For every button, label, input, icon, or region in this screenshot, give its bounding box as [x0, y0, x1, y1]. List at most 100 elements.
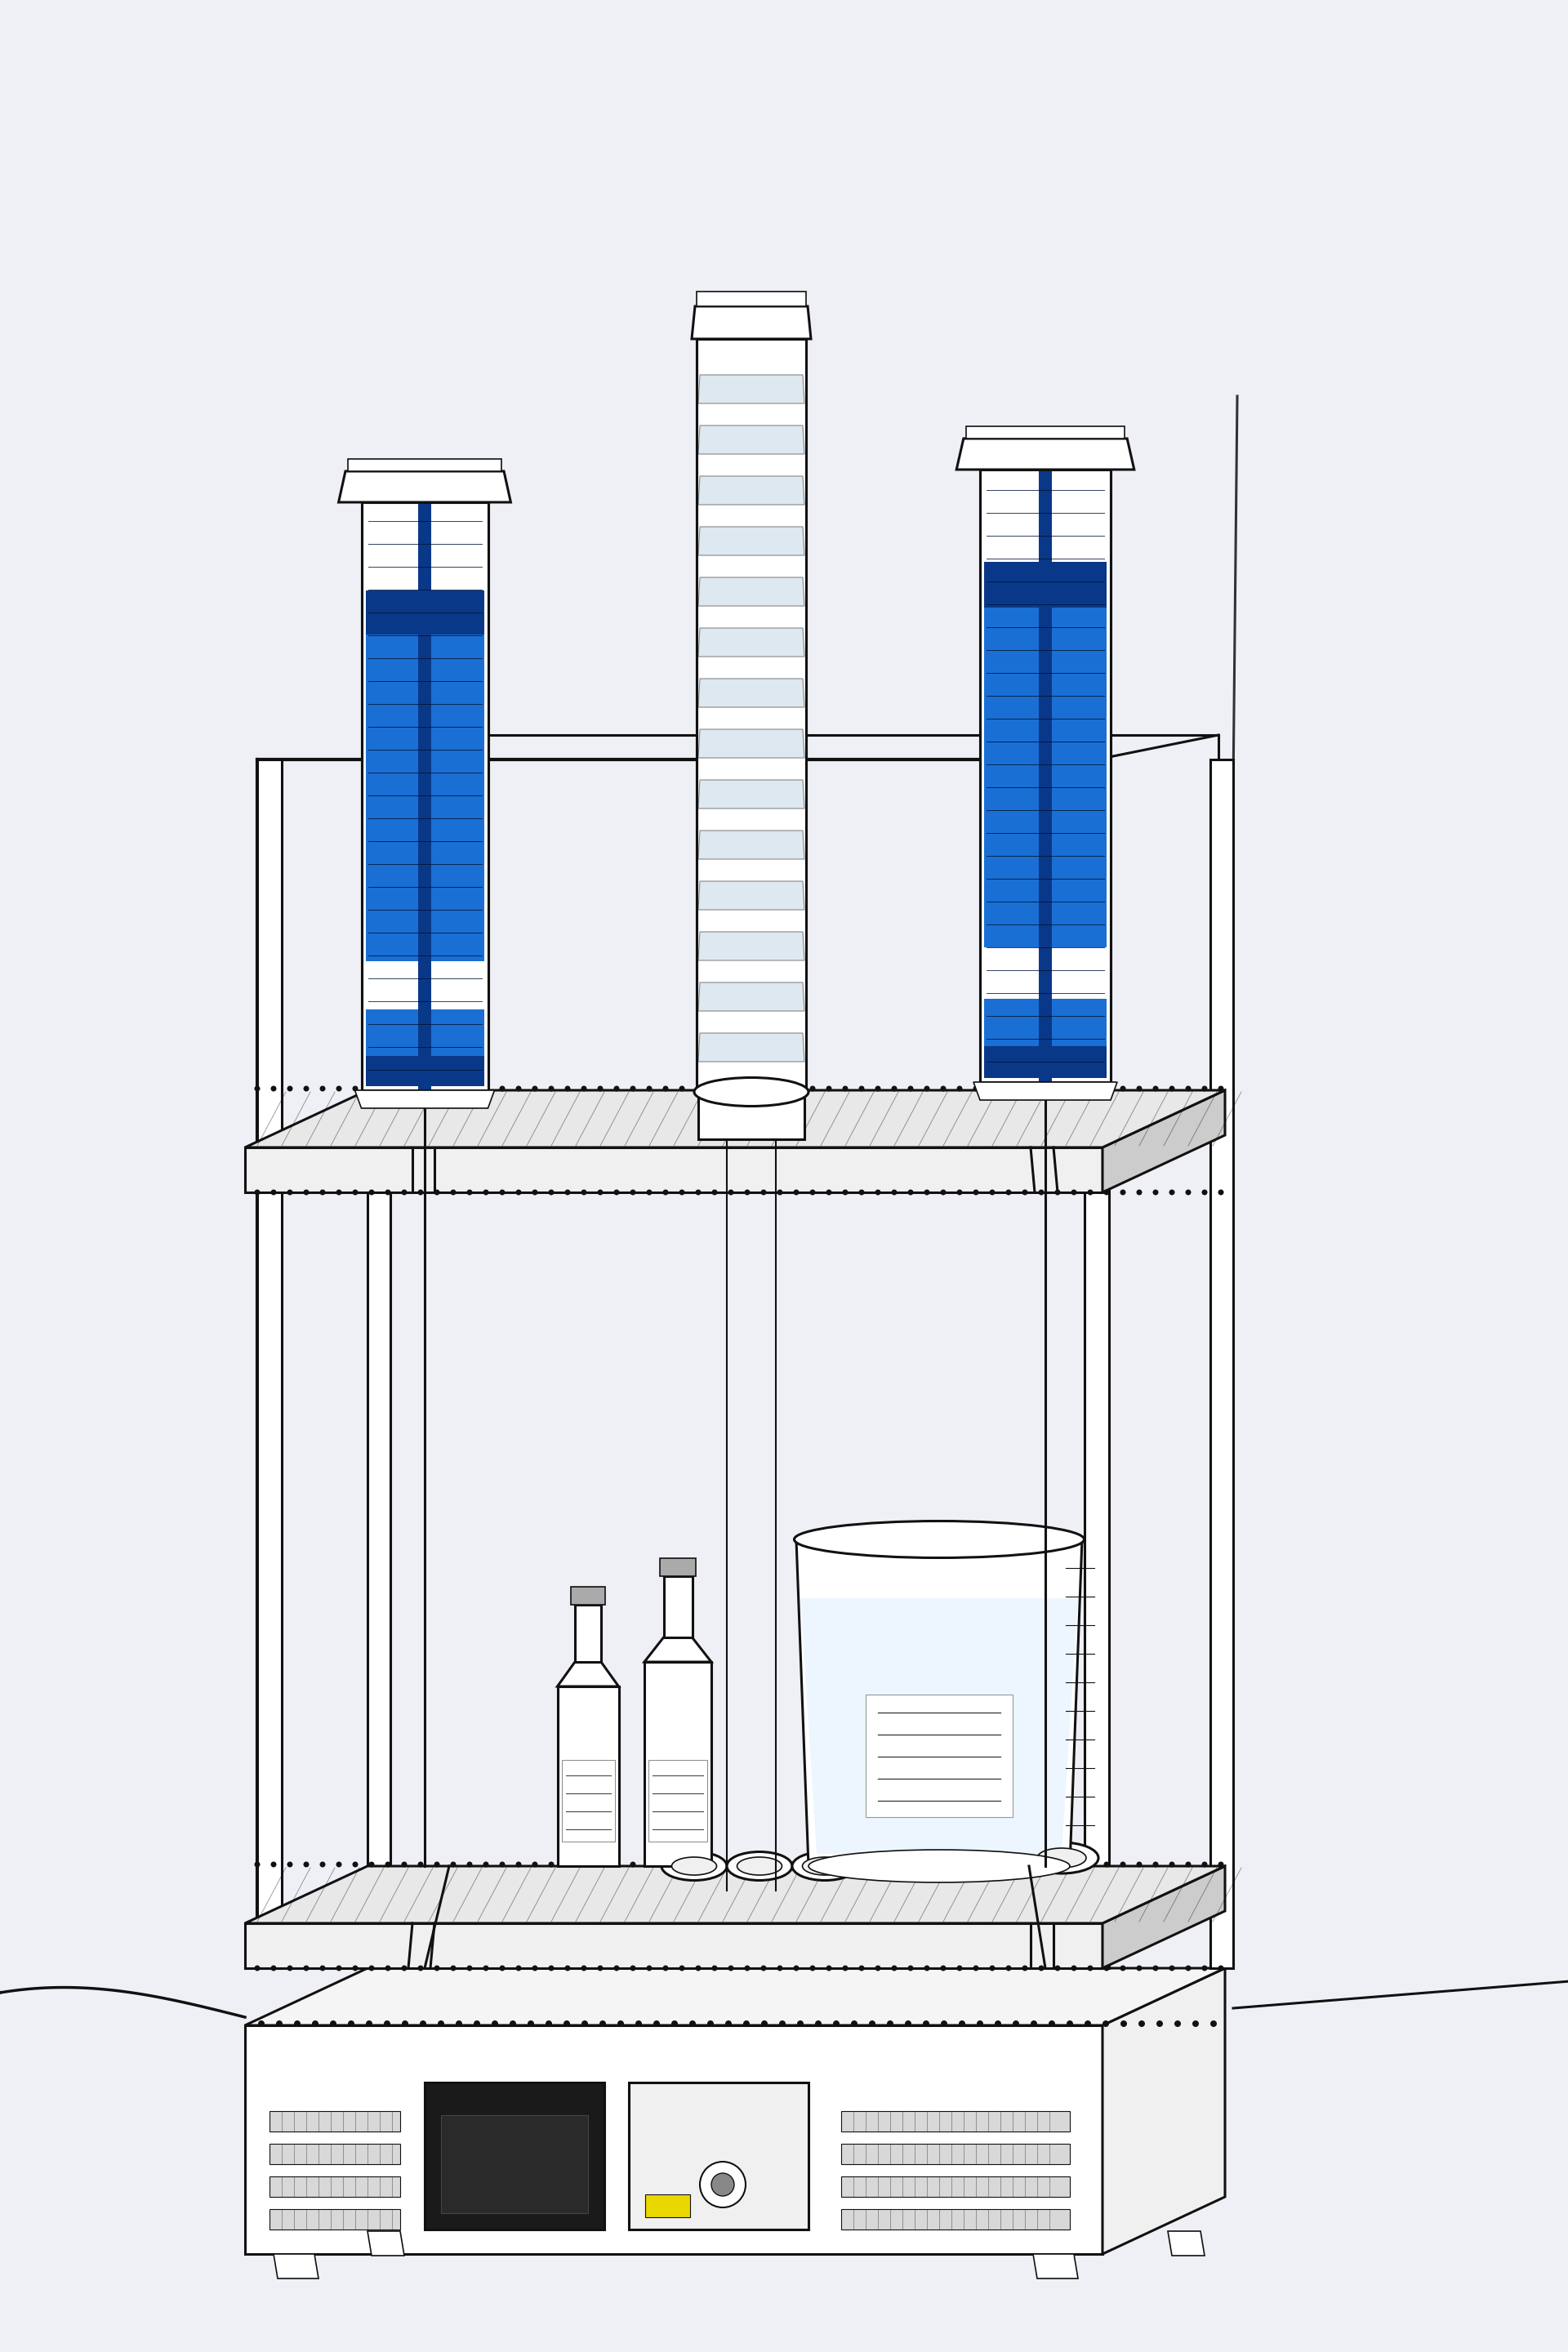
Circle shape: [630, 1190, 635, 1195]
Circle shape: [549, 1860, 554, 1867]
Circle shape: [365, 2020, 373, 2027]
Bar: [257, 760, 282, 1969]
Circle shape: [303, 1860, 309, 1867]
Circle shape: [1120, 1190, 1126, 1195]
Circle shape: [663, 1087, 668, 1091]
Circle shape: [1102, 2020, 1109, 2027]
Circle shape: [1137, 1087, 1142, 1091]
Circle shape: [712, 1190, 718, 1195]
Circle shape: [329, 2020, 337, 2027]
Circle shape: [1038, 1966, 1044, 1971]
Circle shape: [401, 1087, 408, 1091]
Polygon shape: [698, 475, 804, 506]
Circle shape: [1038, 1190, 1044, 1195]
Circle shape: [368, 1860, 375, 1867]
Circle shape: [353, 1860, 358, 1867]
Polygon shape: [698, 729, 804, 757]
Circle shape: [1005, 1966, 1011, 1971]
Circle shape: [353, 1966, 358, 1971]
Ellipse shape: [662, 1851, 728, 1879]
Circle shape: [974, 1190, 978, 1195]
Circle shape: [989, 1966, 996, 1971]
Circle shape: [974, 1087, 978, 1091]
Circle shape: [1138, 2020, 1145, 2027]
Ellipse shape: [795, 1522, 1083, 1557]
Circle shape: [663, 1860, 668, 1867]
Circle shape: [516, 1860, 522, 1867]
Polygon shape: [980, 470, 1110, 1082]
Circle shape: [1201, 1860, 1207, 1867]
Circle shape: [1120, 1860, 1126, 1867]
Circle shape: [1174, 2020, 1181, 2027]
Bar: [696, 339, 806, 1091]
Circle shape: [745, 1860, 750, 1867]
Circle shape: [833, 2020, 839, 2027]
Polygon shape: [644, 1637, 712, 1663]
Circle shape: [582, 1190, 586, 1195]
Circle shape: [499, 1966, 505, 1971]
Ellipse shape: [1036, 1849, 1087, 1867]
Circle shape: [368, 1190, 375, 1195]
Circle shape: [437, 2020, 444, 2027]
Circle shape: [271, 1966, 276, 1971]
Circle shape: [597, 1190, 604, 1195]
Circle shape: [1071, 1190, 1077, 1195]
Bar: [561, 1759, 615, 1842]
Circle shape: [549, 1087, 554, 1091]
Circle shape: [336, 1087, 342, 1091]
Circle shape: [401, 2020, 408, 2027]
Circle shape: [1152, 1190, 1159, 1195]
Circle shape: [924, 1087, 930, 1091]
Circle shape: [760, 1190, 767, 1195]
Circle shape: [532, 1966, 538, 1971]
Bar: [660, 1557, 696, 1576]
Bar: [985, 997, 1107, 1077]
Circle shape: [905, 2020, 911, 2027]
Circle shape: [287, 1190, 293, 1195]
Circle shape: [1104, 1966, 1110, 1971]
Circle shape: [467, 1966, 472, 1971]
Circle shape: [320, 1190, 326, 1195]
Circle shape: [417, 1966, 423, 1971]
Circle shape: [989, 1190, 996, 1195]
Polygon shape: [800, 1599, 1077, 1853]
Circle shape: [1022, 1087, 1027, 1091]
Circle shape: [941, 1087, 946, 1091]
Circle shape: [654, 2020, 660, 2027]
Circle shape: [646, 1966, 652, 1971]
Circle shape: [483, 1966, 489, 1971]
Circle shape: [516, 1087, 522, 1091]
Bar: [985, 562, 1107, 948]
Circle shape: [386, 1966, 390, 1971]
Circle shape: [582, 1860, 586, 1867]
Circle shape: [549, 1190, 554, 1195]
Circle shape: [793, 1860, 800, 1867]
Circle shape: [695, 1860, 701, 1867]
Circle shape: [276, 2020, 282, 2027]
Circle shape: [728, 1860, 734, 1867]
Circle shape: [1185, 1966, 1192, 1971]
Circle shape: [743, 2020, 750, 2027]
Circle shape: [1170, 1087, 1174, 1091]
Bar: [696, 292, 806, 306]
Circle shape: [695, 1190, 701, 1195]
Circle shape: [908, 1966, 914, 1971]
Circle shape: [564, 1087, 571, 1091]
Circle shape: [434, 1860, 439, 1867]
Circle shape: [532, 1190, 538, 1195]
Polygon shape: [245, 1969, 1225, 2025]
Polygon shape: [557, 1686, 619, 1865]
Bar: [441, 2114, 588, 2213]
Circle shape: [417, 1087, 423, 1091]
Circle shape: [254, 1966, 260, 1971]
Bar: [966, 426, 1124, 437]
Circle shape: [618, 2020, 624, 2027]
Circle shape: [1071, 1860, 1077, 1867]
Circle shape: [875, 1190, 881, 1195]
Circle shape: [1185, 1087, 1192, 1091]
Polygon shape: [1102, 1865, 1225, 1969]
Polygon shape: [698, 983, 804, 1011]
Circle shape: [564, 1966, 571, 1971]
Circle shape: [467, 1190, 472, 1195]
Circle shape: [1201, 1966, 1207, 1971]
